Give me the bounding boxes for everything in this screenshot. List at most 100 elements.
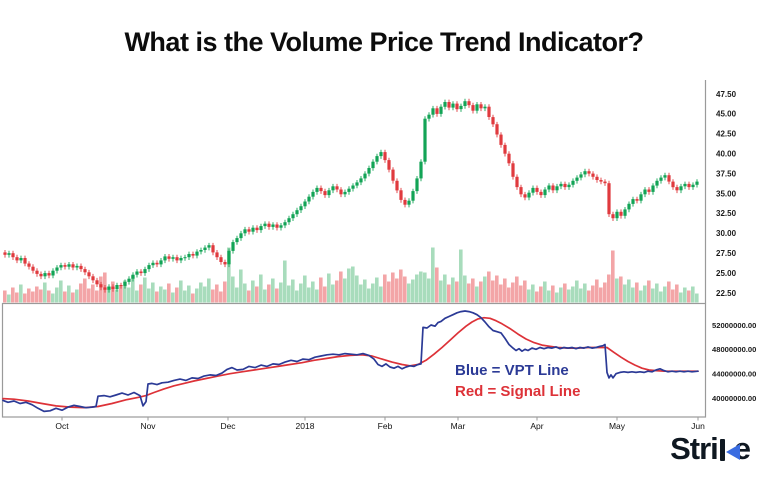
volume-bar [603, 282, 607, 303]
volume-bar [11, 287, 15, 303]
volume-bar [263, 289, 267, 303]
volume-bar [367, 288, 371, 303]
candlestick-series [3, 98, 699, 293]
price-axis-label: 47.50 [716, 90, 737, 99]
volume-bar [507, 287, 511, 303]
candle-body [151, 262, 155, 266]
candle-body [423, 118, 427, 162]
volume-bar [191, 293, 195, 303]
candle-body [427, 114, 431, 119]
volume-bar [187, 285, 191, 303]
volume-bar [451, 277, 455, 303]
volume-bar [59, 280, 63, 303]
volume-bar [423, 272, 427, 303]
candle-body [335, 186, 339, 190]
volume-bar [551, 285, 555, 303]
volume-bar [223, 281, 227, 303]
volume-bar [643, 285, 647, 303]
volume-bar [235, 287, 239, 303]
candle-body [383, 152, 387, 161]
volume-bar [667, 281, 671, 303]
month-label: May [609, 421, 626, 431]
month-label: 2018 [296, 421, 315, 431]
volume-bar [415, 274, 419, 303]
candle-body [287, 218, 291, 223]
price-axis-label: 45.00 [716, 110, 737, 119]
volume-bar [179, 280, 183, 303]
volume-bar [407, 283, 411, 303]
candle-body [559, 183, 563, 187]
candle-body [271, 224, 275, 227]
volume-bar [519, 285, 523, 303]
candle-body [327, 190, 331, 196]
volume-bar [347, 268, 351, 303]
candle-body [679, 186, 683, 191]
candle-body [123, 281, 127, 286]
indicator-panel-border [1, 302, 707, 418]
volume-bar [267, 284, 271, 303]
candle-body [547, 185, 551, 190]
candle-body [455, 103, 459, 110]
volume-bar [307, 287, 311, 303]
candle-body [323, 191, 327, 196]
volume-bar [599, 287, 603, 303]
price-axis-label: 22.50 [716, 289, 737, 298]
candle-body [71, 264, 75, 268]
candle-body [39, 273, 43, 277]
candle-body [163, 256, 167, 261]
volume-bar [111, 281, 115, 303]
volume-bar [523, 280, 527, 303]
volume-bar [487, 271, 491, 303]
candle-body [43, 273, 47, 277]
strike-logo: Stri e [670, 429, 751, 465]
candle-body [443, 102, 447, 107]
candle-body [471, 105, 475, 111]
candle-body [567, 184, 571, 188]
volume-bar [411, 279, 415, 303]
candle-body [367, 168, 371, 174]
volume-bar [83, 278, 87, 303]
candle-body [183, 257, 187, 259]
volume-bar [151, 282, 155, 303]
volume-bar [119, 285, 123, 303]
volume-bar [155, 291, 159, 303]
volume-bar [251, 280, 255, 303]
candle-body [167, 256, 171, 259]
legend-vpt-line: Blue = VPT Line [455, 362, 569, 379]
volume-bar [619, 276, 623, 303]
volume-bar [439, 280, 443, 303]
volume-bar [543, 281, 547, 303]
volume-bar [123, 280, 127, 303]
candle-body [555, 186, 559, 191]
candle-body [159, 260, 163, 265]
candle-body [615, 211, 619, 219]
candle-body [351, 185, 355, 189]
month-label: Mar [451, 421, 466, 431]
candle-body [179, 258, 183, 261]
month-label: Nov [140, 421, 156, 431]
volume-bar [87, 288, 91, 303]
candle-body [483, 106, 487, 109]
volume-bar [491, 280, 495, 303]
candle-body [575, 177, 579, 181]
candle-body [595, 176, 599, 180]
volume-bar [635, 282, 639, 303]
candle-body [695, 181, 699, 185]
candle-body [143, 269, 147, 274]
candle-body [7, 253, 11, 255]
candle-body [255, 227, 259, 231]
volume-bar [71, 292, 75, 303]
volume-bar [475, 286, 479, 303]
price-axis-label: 35.00 [716, 189, 737, 198]
volume-bar [675, 284, 679, 303]
volume-bar [419, 271, 423, 303]
volume-bar [327, 273, 331, 303]
volume-bar [115, 289, 119, 303]
candle-body [647, 189, 651, 192]
candle-body [227, 250, 231, 265]
volume-bar [559, 287, 563, 303]
volume-bar [399, 269, 403, 303]
candle-body [67, 264, 71, 267]
candle-body [115, 285, 119, 289]
volume-bar [503, 278, 507, 303]
